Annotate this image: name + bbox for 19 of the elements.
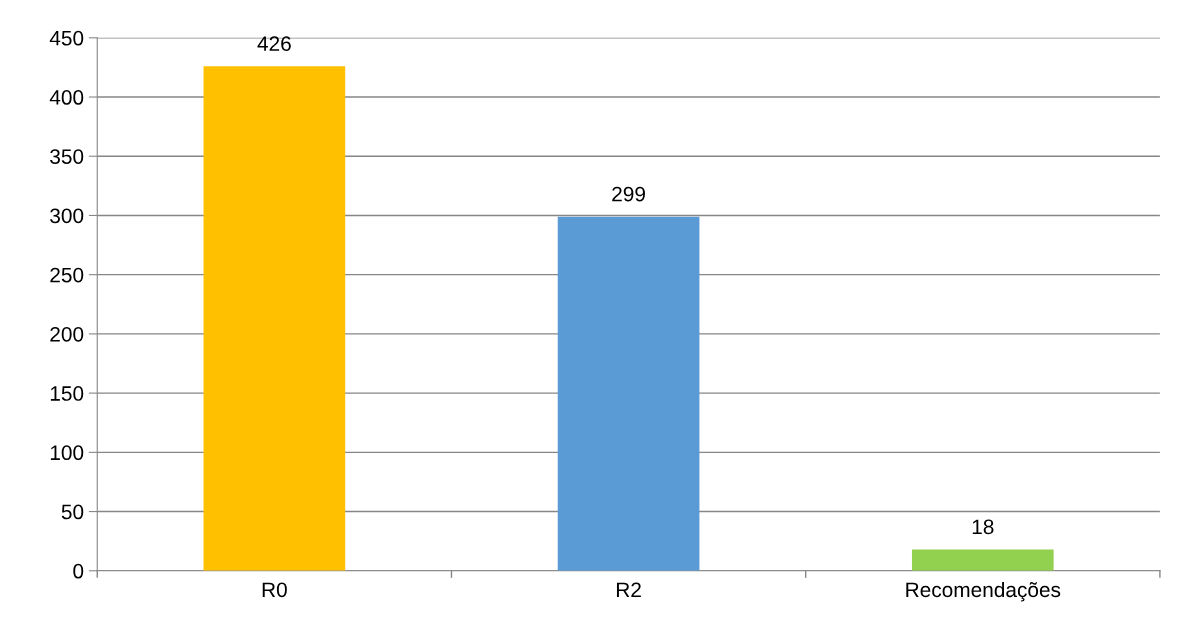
y-tick-label: 0 [73,563,84,579]
x-tick-label: R0 [262,582,287,598]
x-tick-label: R2 [616,582,641,597]
y-tick-label: 400 [49,90,84,105]
y-tick-label: 300 [50,208,84,224]
y-tick-label: 350 [50,149,84,164]
y-tick-label: 50 [61,504,84,520]
data-label: 299 [612,186,645,202]
y-tick-label: 450 [49,30,84,46]
y-tick-label: 100 [50,445,84,461]
bar [557,216,700,571]
bar [911,549,1054,571]
x-tick-label: Recomendações [906,581,1061,602]
data-label: 18 [972,519,994,535]
y-tick-label: 250 [50,267,84,283]
data-label: 426 [257,36,291,51]
bar [203,66,346,571]
y-tick-label: 200 [50,326,84,342]
y-tick-label: 150 [50,386,84,401]
